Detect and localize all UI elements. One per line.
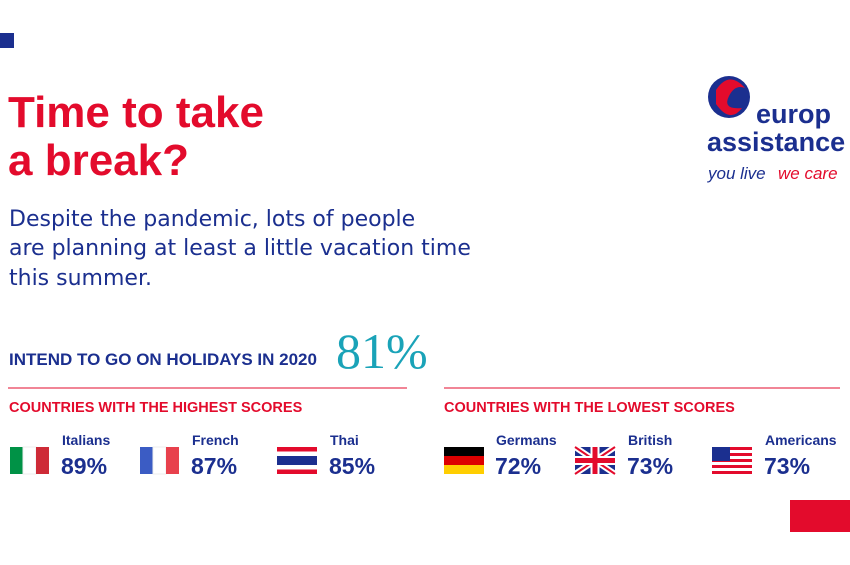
corner-bar [790,500,850,532]
country-name: Thai [330,432,359,448]
country-score: 89% [61,453,107,479]
flag-usa [712,447,752,474]
country-score: 73% [627,453,673,479]
country-name: British [628,432,672,448]
flag-thailand [277,447,317,474]
flag-france [140,446,179,475]
logo-text: europ [756,99,831,129]
subtitle: are planning at least a little vacation … [9,236,471,261]
country-score: 87% [191,453,237,479]
logo-tagline: we care [778,164,838,183]
country-name: Americans [765,432,837,448]
subtitle: Despite the pandemic, lots of people [9,207,415,232]
country-name: Italians [62,432,110,448]
flag-italy [10,446,49,475]
country-score: 72% [495,453,541,479]
flag-uk [573,444,617,477]
logo: europ assistance you live we care [707,76,845,183]
corner-square [0,33,14,48]
country-name: French [192,432,239,448]
logo-tagline: you live [707,164,766,183]
country-score: 85% [329,453,375,479]
stat-value: 81% [336,323,428,379]
logo-swirl [716,79,745,116]
title: Time to take [8,88,264,137]
country-score: 73% [764,453,810,479]
group-heading: COUNTRIES WITH THE LOWEST SCORES [444,400,735,416]
group-heading: COUNTRIES WITH THE HIGHEST SCORES [9,400,303,416]
country-name: Germans [496,432,557,448]
subtitle: this summer. [9,266,152,291]
flag-germany [444,447,484,474]
logo-text: assistance [707,127,845,157]
title: a break? [8,136,189,185]
stat-label: INTEND TO GO ON HOLIDAYS IN 2020 [9,350,317,369]
